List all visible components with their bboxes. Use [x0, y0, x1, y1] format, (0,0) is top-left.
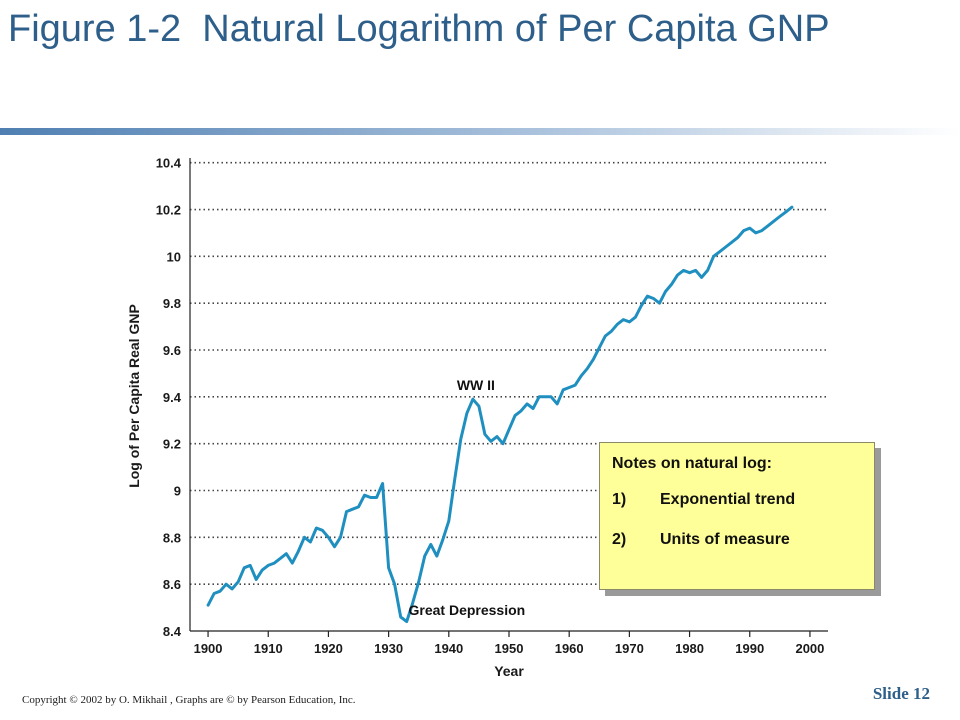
y-tick-label: 9.6	[163, 343, 181, 358]
notes-box: Notes on natural log: 1) Exponential tren…	[599, 442, 875, 590]
copyright-footer: Copyright © 2002 by O. Mikhail , Graphs …	[22, 694, 356, 706]
y-tick-label: 9.2	[163, 437, 181, 452]
y-tick-labels: 8.4 8.6 8.8 9 9.2 9.4 9.6 9.8 10 10.2 10.4	[156, 156, 182, 639]
y-tick-label: 9.8	[163, 296, 181, 311]
slide-number: Slide 12	[872, 684, 930, 703]
x-tick-label: 1970	[615, 641, 644, 656]
x-tick-label: 1930	[374, 641, 403, 656]
annotation-ww2: WW II	[457, 377, 495, 393]
annotation-great-depression: Great Depression	[409, 602, 526, 618]
x-tick-label: 1900	[194, 641, 223, 656]
notes-title: Notes on natural log:	[612, 455, 772, 472]
notes-item-number: 1)	[612, 491, 627, 508]
y-tick-label: 9	[174, 484, 181, 499]
chart-axes	[189, 158, 828, 637]
x-tick-label: 1940	[434, 641, 463, 656]
y-tick-label: 9.4	[163, 390, 182, 405]
series-line	[206, 205, 794, 624]
x-tick-label: 1980	[675, 641, 704, 656]
notes-item-text: Exponential trend	[660, 491, 796, 508]
x-tick-label: 1990	[735, 641, 764, 656]
notes-item: 1) Exponential trend	[612, 491, 795, 509]
y-tick-label: 8.6	[163, 577, 181, 592]
notes-item-text: Units of measure	[660, 531, 790, 548]
y-tick-label: 8.8	[163, 530, 181, 545]
slide-title: Figure 1-2 Natural Logarithm of Per Capi…	[8, 8, 830, 50]
x-tick-label: 1950	[495, 641, 524, 656]
notes-item: 2) Units of measure	[612, 531, 790, 549]
x-tick-label: 1920	[314, 641, 343, 656]
x-tick-label: 2000	[795, 641, 824, 656]
y-tick-label: 10	[167, 249, 181, 264]
x-axis-label: Year	[494, 663, 524, 679]
y-tick-label: 10.4	[156, 156, 182, 171]
y-axis-label: Log of Per Capita Real GNP	[126, 304, 142, 488]
y-tick-label: 10.2	[156, 203, 181, 218]
x-tick-label: 1960	[555, 641, 584, 656]
title-divider	[0, 128, 960, 135]
notes-item-number: 2)	[612, 531, 627, 548]
x-tick-labels: 1900 1910 1920 1930 1940 1950 1960 1970 1980 1990…	[194, 641, 825, 656]
x-tick-label: 1910	[254, 641, 283, 656]
y-tick-label: 8.4	[163, 624, 182, 639]
